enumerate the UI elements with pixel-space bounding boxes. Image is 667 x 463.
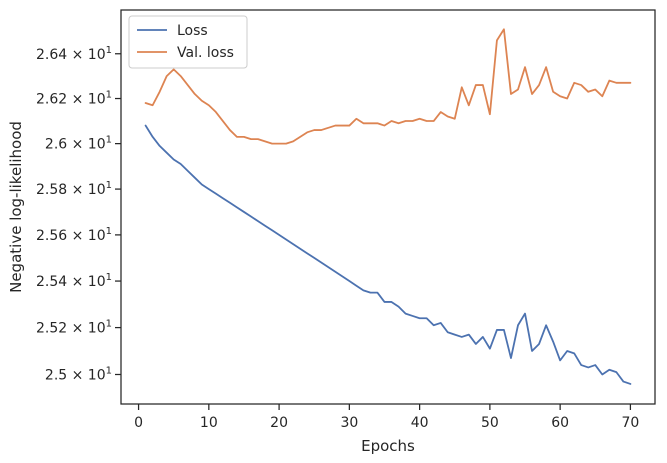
y-axis-title: Negative log-likelihood bbox=[7, 121, 25, 293]
x-tick-label: 70 bbox=[621, 415, 639, 431]
x-axis-title: Epochs bbox=[361, 437, 415, 455]
y-tick-label: 2.58 × 101 bbox=[36, 180, 112, 198]
plot-area bbox=[120, 9, 656, 405]
x-tick-label: 10 bbox=[200, 415, 218, 431]
y-tick-label: 2.56 × 101 bbox=[36, 226, 112, 244]
series-line-loss bbox=[144, 124, 632, 385]
series-layer bbox=[144, 28, 632, 385]
x-tick-label: 60 bbox=[551, 415, 569, 431]
x-tick-label: 20 bbox=[270, 415, 288, 431]
y-tick-label: 2.6 × 101 bbox=[45, 135, 112, 153]
plot-frame bbox=[120, 9, 656, 405]
x-tick-label: 0 bbox=[134, 415, 143, 431]
y-tick-label: 2.52 × 101 bbox=[36, 319, 112, 337]
x-tick-label: 40 bbox=[411, 415, 429, 431]
legend-label: Val. loss bbox=[177, 45, 234, 61]
y-tick-label: 2.54 × 101 bbox=[36, 272, 112, 290]
y-tick-label: 2.62 × 101 bbox=[36, 90, 112, 108]
series-line-val-loss bbox=[144, 28, 632, 145]
x-tick-label: 30 bbox=[340, 415, 358, 431]
legend-label: Loss bbox=[177, 23, 208, 39]
legend-box bbox=[128, 15, 248, 69]
y-axis: 2.5 × 101 2.52 × 101 2.54 × 101 2.56 × 101 2… bbox=[36, 45, 121, 383]
y-tick-label: 2.64 × 101 bbox=[36, 45, 112, 63]
x-tick-label: 50 bbox=[481, 415, 499, 431]
legend: Loss Val. loss bbox=[128, 15, 248, 69]
x-axis: 0 10 20 30 40 50 60 70 bbox=[134, 404, 639, 431]
y-tick-label: 2.5 × 101 bbox=[45, 365, 112, 383]
